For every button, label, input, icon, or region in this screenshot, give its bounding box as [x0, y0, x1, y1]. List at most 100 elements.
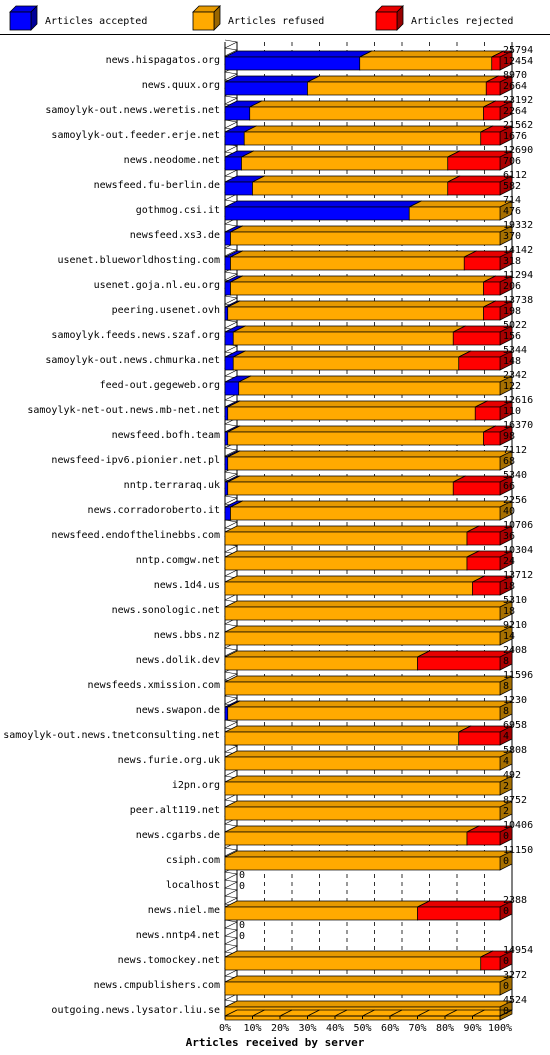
- value-label-secondary: 2: [503, 806, 509, 817]
- server-label: usenet.blueworldhosting.com: [57, 255, 220, 266]
- legend-swatch: [375, 11, 398, 31]
- value-label-total: 2408: [503, 645, 527, 656]
- value-label-total: 10406: [503, 820, 533, 831]
- server-label: news.sonologic.net: [112, 605, 220, 616]
- value-label-total: 14954: [503, 945, 533, 956]
- x-tick-label: 90%: [463, 1023, 481, 1034]
- bar-row: [224, 225, 513, 246]
- value-label-total: 21562: [503, 120, 533, 131]
- bar-row: [224, 675, 513, 696]
- value-label-secondary: 18: [503, 606, 515, 617]
- bar-row: [224, 800, 513, 821]
- value-label-secondary: 476: [503, 206, 521, 217]
- value-label-total: 11294: [503, 270, 533, 281]
- bar-segment: [483, 425, 513, 446]
- value-label-secondary: 2: [503, 781, 509, 792]
- bar-row: [224, 325, 513, 346]
- bar-segment: [224, 625, 513, 646]
- bar-row: [224, 200, 513, 221]
- server-label: localhost: [166, 880, 220, 891]
- server-label: i2pn.org: [172, 780, 220, 791]
- x-tick-label: 80%: [436, 1023, 454, 1034]
- bar-segment: [252, 175, 461, 196]
- bar-row: [224, 100, 513, 121]
- x-axis: 0% 10% 20% 30% 40% 50% 60% 70% 80% 90% 100%: [219, 1009, 513, 1034]
- bar-segment: [483, 275, 513, 296]
- value-label-total: 10304: [503, 545, 533, 556]
- value-label-total: 11596: [503, 670, 533, 681]
- server-label: newsfeed.xs3.de: [130, 230, 220, 241]
- bar-segment: [230, 500, 513, 521]
- server-label: samoylyk.feeds.news.szaf.org: [51, 330, 220, 341]
- server-label: newsfeeds.xmission.com: [88, 680, 220, 691]
- server-label: news.cmpublishers.com: [94, 980, 220, 991]
- value-label-secondary: 40: [503, 506, 515, 517]
- bar-segment: [466, 550, 513, 571]
- bar-row: [224, 975, 513, 996]
- bar-segment: [224, 650, 430, 671]
- bar-segment: [224, 950, 494, 971]
- value-label-total: 6958: [503, 720, 527, 731]
- server-label: usenet.goja.nl.eu.org: [94, 280, 220, 291]
- server-label: news.corradoroberto.it: [88, 505, 220, 516]
- x-tick-label: 40%: [326, 1023, 344, 1034]
- value-label-total: 23192: [503, 95, 533, 106]
- bar-segment: [243, 125, 494, 146]
- value-label-secondary: 8: [503, 706, 509, 717]
- bar-segment: [224, 200, 422, 221]
- bar-segment: [466, 825, 513, 846]
- value-label-secondary: 0: [503, 981, 509, 992]
- bar-row: [224, 300, 513, 321]
- value-label-secondary: 18: [503, 581, 515, 592]
- x-tick-label: 60%: [381, 1023, 399, 1034]
- value-label-total: 5310: [503, 595, 527, 606]
- value-label-total: 25794: [503, 45, 533, 56]
- value-label-secondary: 8: [503, 656, 509, 667]
- server-label: samoylyk-out.feeder.erje.net: [51, 130, 220, 141]
- value-label-secondary: 24: [503, 556, 515, 567]
- bar-segment: [238, 375, 513, 396]
- bar-row: [224, 725, 513, 746]
- value-label-total: 714: [503, 195, 521, 206]
- bar-segment: [224, 725, 472, 746]
- bar-segment: [230, 250, 477, 271]
- x-axis-title: Articles received by server: [186, 1036, 365, 1049]
- bar-segment: [224, 775, 513, 796]
- x-tick-mark: [389, 1009, 403, 1017]
- value-label-total: 11150: [503, 845, 533, 856]
- bar-segment: [232, 350, 472, 371]
- bar-segment: [224, 675, 513, 696]
- value-label-total: 5808: [503, 745, 527, 756]
- bar-segment: [227, 475, 466, 496]
- value-label-secondary: 0: [239, 881, 245, 892]
- bar-segment: [480, 950, 513, 971]
- bar-row: [224, 950, 513, 971]
- bar-segment: [480, 125, 513, 146]
- bar-segment: [249, 100, 496, 121]
- bar-row: [224, 50, 513, 71]
- value-label-secondary: 36: [503, 531, 515, 542]
- category-labels: news.hispagatos.org news.quux.org samoylyk…: [3, 55, 220, 1016]
- value-label-total: 5344: [503, 345, 527, 356]
- bar-row: [224, 175, 513, 196]
- value-label-secondary: 318: [503, 256, 521, 267]
- bar-row: [224, 150, 513, 171]
- bar-segment: [466, 525, 513, 546]
- bar-segment: [458, 725, 513, 746]
- server-label: news.1d4.us: [154, 580, 220, 591]
- value-label-secondary: 370: [503, 231, 521, 242]
- x-tick-mark: [499, 1009, 513, 1017]
- value-label-secondary: 2664: [503, 81, 527, 92]
- value-label-secondary: 0: [239, 931, 245, 942]
- server-label: feed-out.gegeweb.org: [100, 380, 220, 391]
- bar-segment: [224, 550, 480, 571]
- bar-row: [224, 850, 513, 871]
- server-label: nntp.comgw.net: [136, 555, 220, 566]
- bar-segment: [307, 75, 499, 96]
- value-label-secondary: 68: [503, 456, 515, 467]
- bar-segment: [463, 250, 513, 271]
- bar-segment: [417, 900, 513, 921]
- legend-label: Articles refused: [228, 16, 324, 27]
- value-label-secondary: 4: [503, 731, 509, 742]
